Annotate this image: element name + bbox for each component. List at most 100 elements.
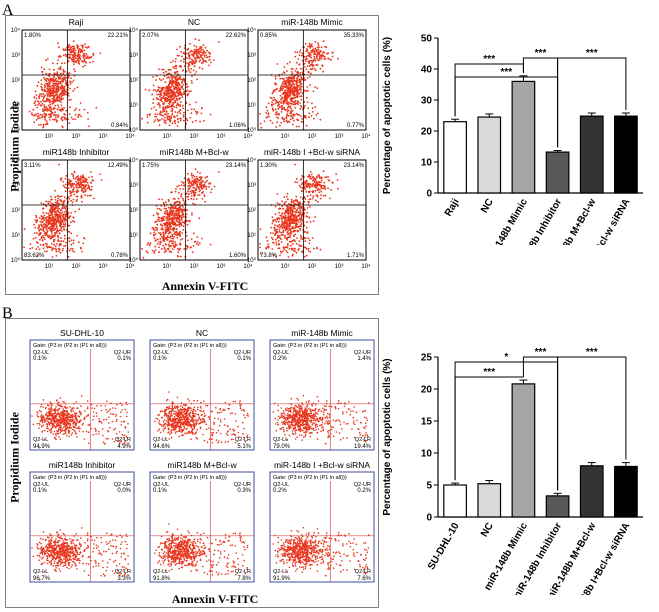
event-dot: [80, 44, 83, 47]
event-dot: [175, 67, 178, 70]
event-dot: [69, 190, 71, 192]
event-dot: [175, 188, 177, 190]
event-dot: [307, 60, 310, 63]
event-dot: [175, 75, 178, 78]
event-dot: [308, 54, 310, 57]
event-dot: [167, 91, 170, 93]
event-dot: [45, 412, 48, 415]
event-dot: [190, 174, 193, 177]
event-dot: [186, 62, 188, 65]
panel-b-ylabel: Propidium Iodide: [7, 412, 22, 503]
event-dot: [119, 442, 121, 444]
event-dot: [167, 229, 169, 231]
event-dot: [309, 251, 312, 253]
event-dot: [284, 219, 287, 222]
event-dot: [60, 177, 63, 180]
event-dot: [41, 236, 43, 239]
event-dot: [49, 100, 52, 103]
event-dot: [295, 216, 298, 219]
quadrant-lr-value: 1.71%: [347, 253, 365, 259]
flow-plot-title: miR148b M+Bcl-w: [159, 147, 229, 157]
event-dot: [172, 102, 174, 105]
event-dot: [177, 209, 180, 212]
event-dot: [180, 255, 182, 258]
event-dot: [81, 60, 83, 62]
event-dot: [49, 114, 52, 117]
event-dot: [172, 207, 175, 210]
event-dot: [158, 208, 161, 210]
event-dot: [299, 245, 301, 247]
event-dot: [272, 109, 275, 112]
event-dot: [291, 88, 294, 91]
event-dot: [290, 107, 293, 110]
event-dot: [280, 231, 283, 234]
event-dot: [70, 409, 72, 411]
event-dot: [291, 254, 294, 257]
event-dot: [160, 114, 163, 117]
event-dot: [330, 59, 332, 61]
event-dot: [60, 200, 63, 203]
event-dot: [48, 414, 51, 417]
event-dot: [46, 250, 48, 253]
event-dot: [152, 76, 154, 78]
event-dot: [36, 422, 39, 425]
event-dot: [171, 235, 174, 238]
event-dot: [285, 195, 288, 198]
event-dot: [59, 251, 62, 254]
event-dot: [83, 418, 86, 421]
event-dot: [192, 54, 195, 56]
event-dot: [309, 84, 311, 86]
event-dot: [87, 431, 90, 433]
event-dot: [285, 98, 288, 101]
event-dot: [280, 234, 283, 237]
event-dot: [84, 188, 86, 191]
event-dot: [48, 75, 51, 78]
event-dot: [197, 194, 200, 196]
event-dot: [48, 95, 51, 97]
event-dot: [87, 45, 90, 48]
event-dot: [286, 80, 289, 82]
event-dot: [49, 211, 52, 214]
event-dot: [41, 115, 44, 117]
flow-plot-area: 2.07% 22.62%1.06%: [139, 29, 249, 131]
event-dot: [23, 228, 26, 231]
event-dot: [280, 214, 283, 216]
event-dot: [265, 247, 268, 250]
panel-a-flow-plot: 1.75% 23.14% 1.60% miR148b M+Bcl-w 10⁰ 10¹ 10¹…: [126, 145, 260, 276]
event-dot: [50, 225, 53, 228]
event-dot: [85, 415, 88, 417]
event-dot: [198, 182, 201, 184]
event-dot: [74, 426, 76, 429]
event-dot: [72, 190, 75, 193]
event-dot: [54, 232, 56, 235]
event-dot: [43, 230, 45, 233]
event-dot: [156, 98, 159, 101]
event-dot: [208, 186, 210, 188]
event-dot: [64, 218, 67, 221]
event-dot: [152, 214, 155, 217]
event-dot: [308, 42, 311, 45]
x-tick-label: 10⁴: [243, 263, 253, 270]
event-dot: [161, 228, 164, 231]
event-dot: [289, 61, 291, 64]
event-dot: [187, 185, 190, 188]
event-dot: [72, 79, 75, 82]
event-dot: [62, 216, 65, 219]
event-dot: [50, 112, 52, 115]
event-dot: [70, 434, 73, 436]
event-dot: [304, 208, 306, 211]
event-dot: [82, 65, 84, 68]
gate-label: Gate: (P3 in (P2 in (P1 in all))): [33, 343, 107, 349]
event-dot: [68, 249, 71, 252]
event-dot: [309, 194, 312, 196]
event-dot: [46, 86, 49, 88]
event-dot: [37, 227, 40, 230]
event-dot: [275, 126, 278, 128]
event-dot: [195, 71, 198, 73]
event-dot: [40, 116, 43, 119]
event-dot: [317, 200, 319, 203]
event-dot: [286, 225, 289, 228]
event-dot: [176, 111, 179, 114]
event-dot: [57, 211, 60, 213]
event-dot: [78, 430, 81, 432]
